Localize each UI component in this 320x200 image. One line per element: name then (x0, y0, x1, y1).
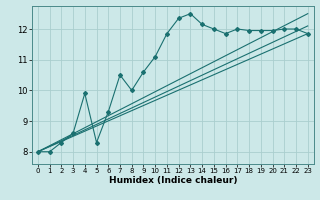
X-axis label: Humidex (Indice chaleur): Humidex (Indice chaleur) (108, 176, 237, 185)
